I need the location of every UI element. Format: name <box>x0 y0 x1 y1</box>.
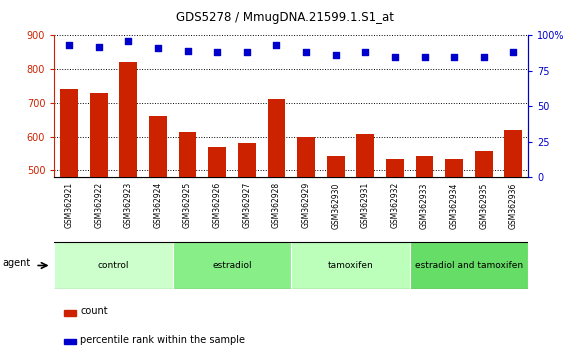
Point <box>212 50 222 55</box>
Text: GSM362926: GSM362926 <box>212 182 222 228</box>
Text: GSM362934: GSM362934 <box>449 182 459 229</box>
Point <box>65 42 74 48</box>
Text: GSM362924: GSM362924 <box>154 182 162 228</box>
Text: GSM362925: GSM362925 <box>183 182 192 228</box>
Bar <box>410 242 528 289</box>
Point <box>94 44 103 50</box>
Bar <box>475 151 493 177</box>
Text: tamoxifen: tamoxifen <box>328 261 373 270</box>
Bar <box>208 147 226 177</box>
Bar <box>445 159 463 177</box>
Bar <box>64 310 75 316</box>
Text: GSM362923: GSM362923 <box>124 182 133 228</box>
Point <box>272 42 281 48</box>
Point <box>183 48 192 54</box>
Bar <box>179 132 196 177</box>
Point <box>242 50 251 55</box>
Text: agent: agent <box>3 258 31 268</box>
Bar <box>267 99 286 177</box>
Text: count: count <box>81 306 108 316</box>
Bar <box>173 242 291 289</box>
Bar <box>54 242 173 289</box>
Text: GSM362932: GSM362932 <box>391 182 399 228</box>
Point <box>361 50 370 55</box>
Point <box>154 45 163 51</box>
Bar <box>297 137 315 177</box>
Point <box>420 54 429 59</box>
Bar <box>356 134 374 177</box>
Text: control: control <box>98 261 129 270</box>
Point <box>124 38 133 44</box>
Text: GSM362933: GSM362933 <box>420 182 429 229</box>
Point <box>301 50 311 55</box>
Bar <box>416 156 433 177</box>
Text: GSM362927: GSM362927 <box>242 182 251 228</box>
Point <box>391 54 400 59</box>
Text: GDS5278 / MmugDNA.21599.1.S1_at: GDS5278 / MmugDNA.21599.1.S1_at <box>176 11 395 24</box>
Bar <box>238 143 256 177</box>
Point <box>509 50 518 55</box>
Text: GSM362922: GSM362922 <box>94 182 103 228</box>
Text: GSM362931: GSM362931 <box>361 182 370 228</box>
Bar <box>119 62 137 177</box>
Text: GSM362921: GSM362921 <box>65 182 74 228</box>
Text: percentile rank within the sample: percentile rank within the sample <box>81 335 246 345</box>
Bar <box>327 156 344 177</box>
Bar <box>64 339 75 344</box>
Bar <box>386 159 404 177</box>
Bar <box>60 88 78 177</box>
Text: estradiol and tamoxifen: estradiol and tamoxifen <box>415 261 523 270</box>
Text: estradiol: estradiol <box>212 261 252 270</box>
Bar <box>291 242 410 289</box>
Bar <box>149 116 167 177</box>
Point <box>449 54 459 59</box>
Bar <box>90 93 107 177</box>
Text: GSM362928: GSM362928 <box>272 182 281 228</box>
Text: GSM362935: GSM362935 <box>479 182 488 229</box>
Text: GSM362929: GSM362929 <box>301 182 311 228</box>
Point <box>331 52 340 58</box>
Bar <box>505 131 522 177</box>
Text: GSM362936: GSM362936 <box>509 182 518 229</box>
Text: GSM362930: GSM362930 <box>331 182 340 229</box>
Point <box>479 54 488 59</box>
